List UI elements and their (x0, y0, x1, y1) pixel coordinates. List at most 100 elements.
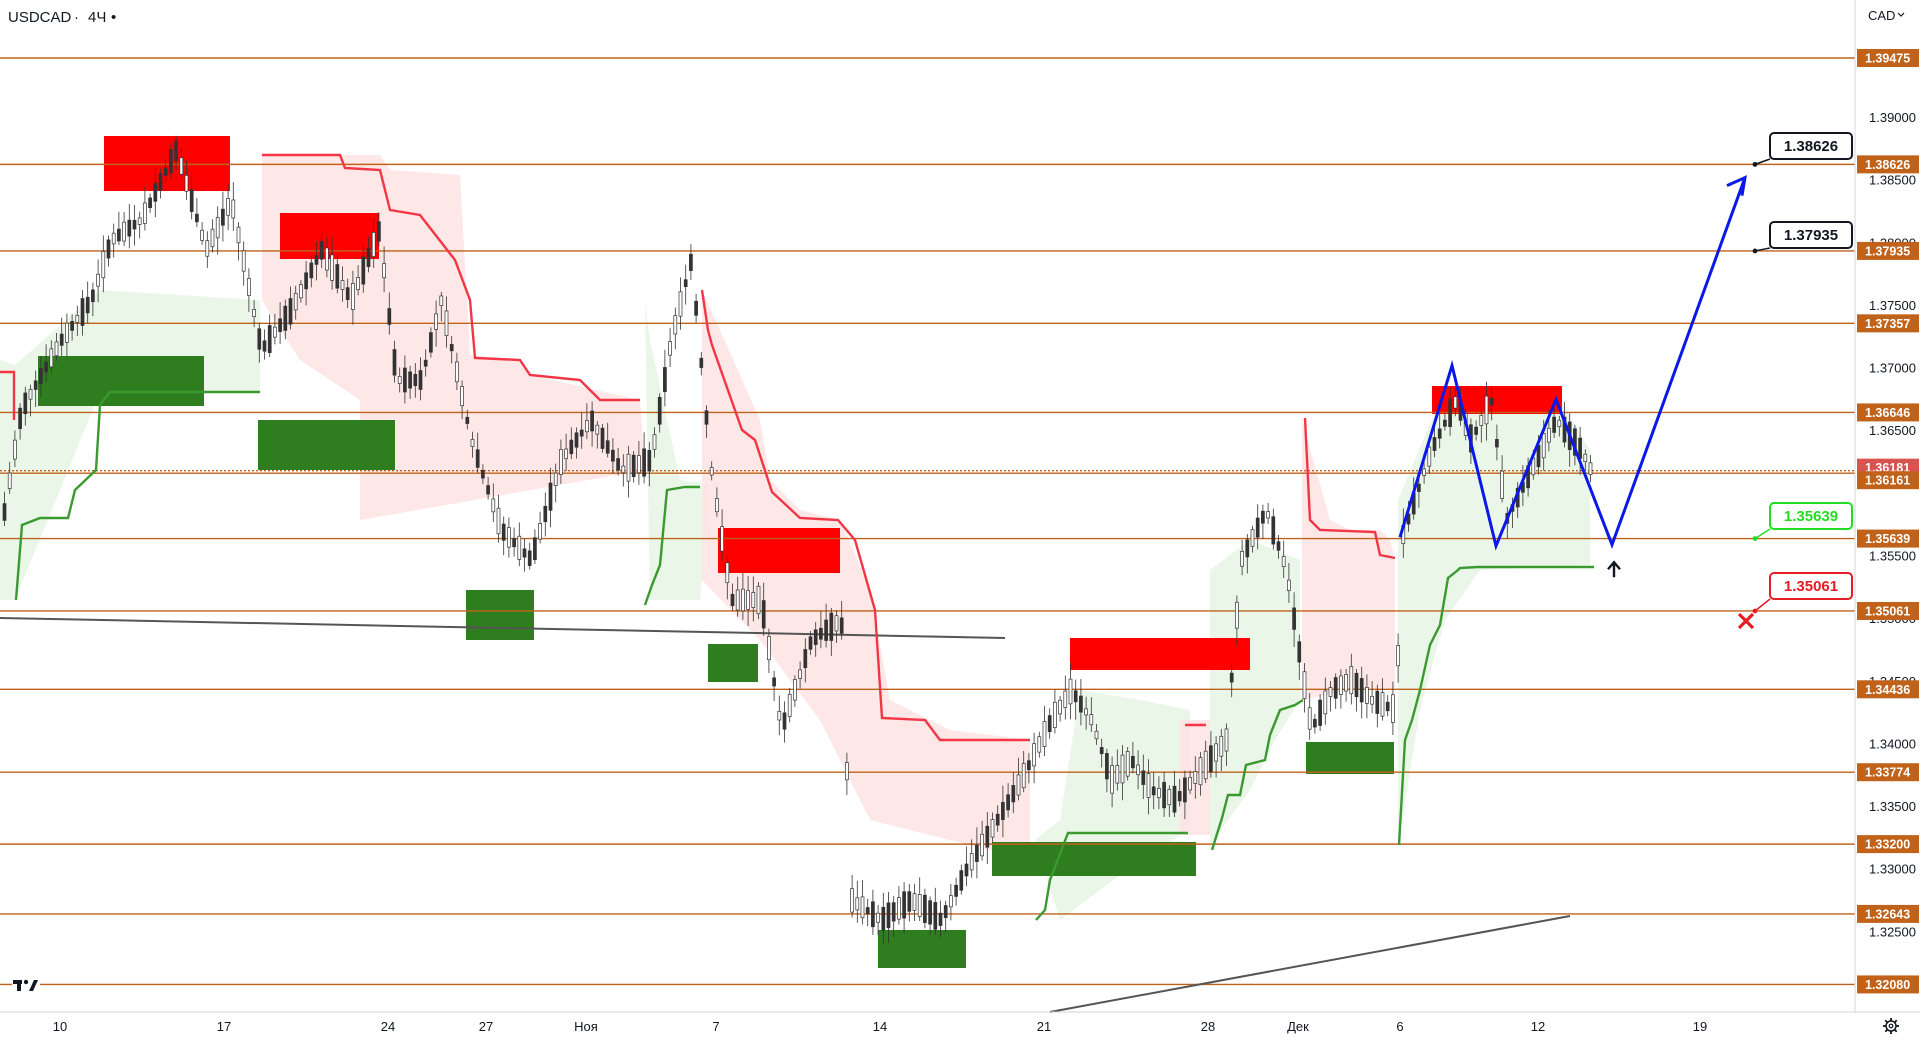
level-price-badge[interactable]: 1.32080 (1857, 975, 1919, 994)
candle-body (980, 833, 984, 857)
candle-body (829, 612, 834, 641)
candle-body (429, 332, 433, 353)
demand-zone[interactable] (878, 930, 966, 968)
currency-label[interactable]: CAD (1868, 8, 1895, 23)
callout-entry[interactable]: 1.35639 (1752, 502, 1853, 541)
currency-selector[interactable]: CAD (1868, 8, 1905, 23)
candle-body (1479, 414, 1484, 426)
candle-body (80, 298, 85, 326)
candle-body (39, 368, 43, 385)
candle-body (720, 526, 724, 552)
level-price-badge[interactable]: 1.37357 (1857, 314, 1919, 333)
demand-zone[interactable] (466, 590, 534, 640)
candle-body (621, 465, 626, 474)
level-price-badge[interactable]: 1.37935 (1857, 241, 1919, 260)
candle-body (605, 440, 610, 454)
candle-body (933, 902, 938, 930)
supply-zone[interactable] (104, 136, 230, 191)
candle-body (158, 173, 163, 191)
candle-body (366, 248, 371, 267)
candle-body (460, 386, 464, 407)
time-axis[interactable]: 10 17 24 27 Ноя 7 14 21 28 Дек 6 12 19 (53, 1019, 1707, 1034)
candle-body (1443, 419, 1447, 427)
gear-icon[interactable] (1883, 1018, 1899, 1034)
candle-body (1339, 675, 1343, 695)
candle-body (309, 262, 314, 279)
level-price-badge[interactable]: 1.33200 (1857, 835, 1919, 854)
candle-body (600, 427, 605, 449)
chevron-down-icon[interactable] (1897, 12, 1905, 17)
descending-trendline[interactable] (0, 617, 1006, 639)
supertrend-up-line (14, 390, 260, 601)
candle-body (1417, 483, 1421, 492)
price-axis[interactable]: 1.390001.385001.380001.375001.370001.365… (1857, 49, 1919, 994)
demand-zone[interactable] (708, 644, 758, 682)
demand-zone[interactable] (258, 420, 395, 470)
level-price-badge[interactable]: 1.35061 (1857, 601, 1919, 620)
supply-zone[interactable] (718, 528, 840, 573)
candle-body (595, 424, 600, 435)
candle-body (943, 905, 948, 919)
supertrend-down-line (700, 289, 1030, 742)
supply-zone[interactable] (280, 213, 379, 259)
candle-body (455, 361, 459, 383)
demand-zone[interactable] (1306, 742, 1394, 774)
level-price-badge[interactable]: 1.36161 (1857, 471, 1919, 490)
trendlines[interactable] (0, 617, 1571, 1013)
candle-body (28, 388, 33, 400)
candle-body (1323, 690, 1328, 715)
level-price-badge[interactable]: 1.38626 (1857, 155, 1919, 174)
projection-zigzag[interactable] (1398, 177, 1747, 551)
candle-body (59, 333, 64, 346)
level-price-label: 1.32643 (1865, 907, 1910, 921)
time-tick-label: 24 (381, 1019, 395, 1034)
candle-body (1094, 730, 1099, 740)
candle-body (1063, 690, 1068, 708)
candle-body (70, 321, 74, 331)
candle-body (912, 893, 917, 911)
supply-zone[interactable] (1070, 638, 1250, 670)
candle-body (1084, 708, 1088, 716)
callout-take-profit[interactable]: 1.38626 (1752, 132, 1853, 167)
level-price-badge[interactable]: 1.35639 (1857, 529, 1919, 548)
candle-body (845, 762, 849, 781)
level-price-badge[interactable]: 1.39475 (1857, 49, 1919, 68)
candle-body (1453, 396, 1458, 409)
price-tick-label: 1.39000 (1869, 110, 1916, 125)
candle-body (439, 295, 444, 306)
level-price-label: 1.37357 (1865, 317, 1910, 331)
candle-body (839, 617, 844, 634)
demand-zone[interactable] (992, 842, 1196, 876)
candle-body (1422, 468, 1426, 476)
candle-body (1089, 714, 1094, 726)
candle-body (486, 485, 490, 495)
level-price-badge[interactable]: 1.33774 (1857, 763, 1919, 782)
candle-body (824, 619, 828, 641)
level-price-badge[interactable]: 1.32643 (1857, 904, 1919, 923)
tradingview-logo-icon[interactable] (12, 972, 40, 1000)
candle-body (787, 693, 792, 717)
callout-stop-loss[interactable]: 1.35061 (1752, 572, 1853, 614)
level-price-label: 1.32080 (1865, 978, 1910, 992)
candle-body (1125, 751, 1130, 777)
candle-body (964, 863, 969, 877)
candle-body (1297, 641, 1302, 663)
candle-body (751, 592, 756, 608)
candle-body (1307, 707, 1312, 730)
callout-label: 1.35639 (1784, 508, 1838, 525)
level-price-badge[interactable]: 1.36646 (1857, 403, 1919, 422)
callout-label: 1.35061 (1784, 578, 1838, 595)
ascending-trendline[interactable] (1049, 915, 1571, 1013)
candle-body (18, 407, 22, 429)
callout-take-profit[interactable]: 1.37935 (1752, 221, 1853, 254)
candle-body (668, 341, 672, 356)
trend-fill-area (645, 305, 710, 600)
time-tick-label: 17 (217, 1019, 231, 1034)
projection-path[interactable] (1398, 175, 1747, 551)
demand-zone[interactable] (38, 356, 204, 406)
horizontal-levels[interactable] (0, 57, 1855, 986)
level-price-badge[interactable]: 1.34436 (1857, 680, 1919, 699)
candle-body (891, 902, 896, 922)
